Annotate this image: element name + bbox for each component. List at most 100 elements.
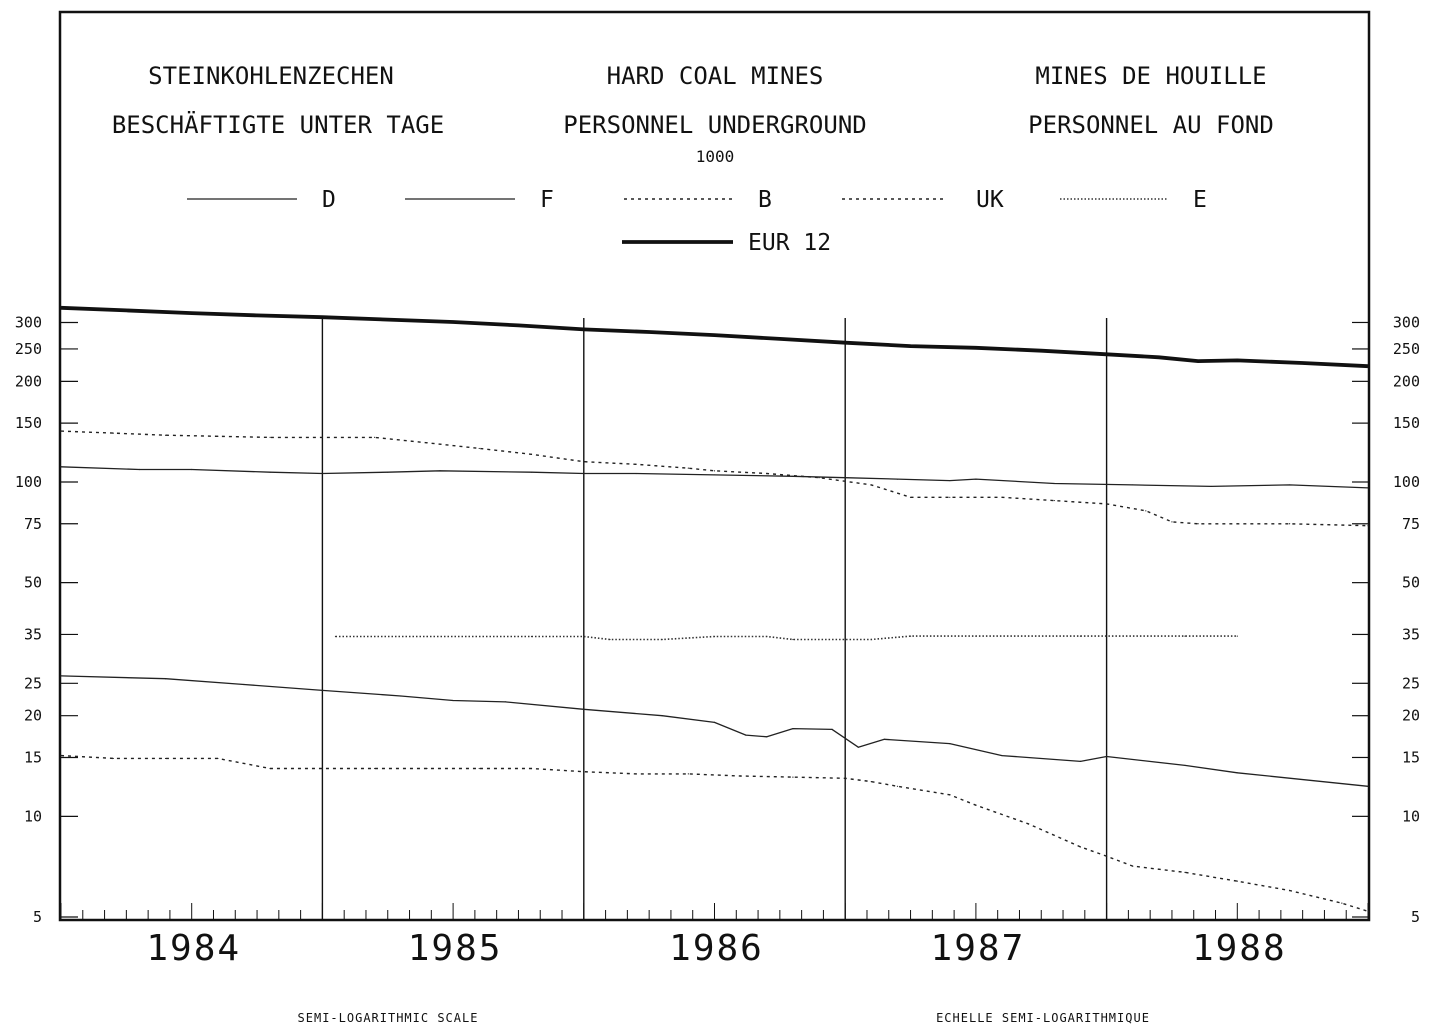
data-point-f (1184, 764, 1186, 767)
legend-label-eur-12: EUR 12 (748, 230, 831, 256)
data-point-eur-12 (517, 324, 520, 327)
data-point-b (687, 773, 689, 775)
title-en-line2: PERSONNEL UNDERGROUND (563, 111, 866, 139)
data-point-f (857, 746, 859, 748)
data-point-uk (530, 453, 533, 455)
data-point-uk (164, 434, 167, 436)
data-point-uk (766, 472, 768, 475)
data-point-eur-12 (1106, 353, 1108, 355)
data-point-eur-12 (1367, 365, 1369, 367)
data-point-b (164, 757, 167, 760)
series-eur-12 (60, 305, 1369, 369)
legend-label-e: E (1193, 187, 1207, 213)
data-point-b (1106, 855, 1108, 857)
y-tick-label-right-25: 25 (1402, 674, 1420, 692)
data-point-uk (1197, 523, 1199, 525)
data-point-uk (1236, 523, 1238, 525)
data-point-b (374, 767, 376, 770)
data-point-b (530, 767, 533, 770)
data-point-f (452, 699, 454, 702)
y-tick-label-left-15: 15 (24, 748, 42, 766)
y-tick-label-left-35: 35 (24, 625, 42, 643)
data-point-b (740, 775, 742, 777)
year-label-1985: 1985 (408, 928, 503, 969)
data-point-f (949, 743, 951, 745)
data-point-eur-12 (256, 314, 258, 316)
data-point-f (1001, 754, 1003, 757)
data-point-uk (112, 432, 114, 434)
data-point-d (530, 471, 533, 473)
data-point-d (713, 474, 716, 476)
data-point-uk (687, 467, 689, 469)
series-line-f (60, 675, 1369, 787)
year-label-1988: 1988 (1192, 928, 1287, 969)
y-tick-label-left-50: 50 (24, 574, 42, 592)
data-point-b (321, 767, 323, 770)
data-point-f (745, 734, 747, 736)
data-point-d (1367, 487, 1369, 489)
data-point-d (635, 472, 637, 475)
y-tick-label-right-50: 50 (1402, 574, 1420, 592)
y-tick-label-right-35: 35 (1402, 625, 1420, 643)
data-point-b (478, 767, 480, 770)
data-point-f (1367, 785, 1369, 787)
data-point-d (439, 470, 441, 472)
data-point-uk (1288, 523, 1291, 525)
data-point-f (831, 728, 833, 730)
series-line-e (335, 635, 1238, 641)
data-point-uk (1106, 503, 1108, 505)
data-point-uk (321, 436, 323, 438)
data-point-uk (1171, 521, 1173, 523)
data-point-e (334, 635, 337, 638)
unit-label: 1000 (696, 147, 735, 166)
series-d (60, 466, 1369, 489)
title-en-line1: HARD COAL MINES (607, 62, 824, 90)
data-point-b (1288, 889, 1291, 892)
data-point-e (1079, 635, 1082, 637)
data-point-e (583, 635, 585, 638)
data-point-eur-12 (1158, 356, 1160, 358)
series-layer (60, 305, 1369, 912)
data-point-d (1053, 482, 1055, 485)
data-point-e (792, 638, 794, 641)
data-point-b (949, 794, 951, 796)
footer-left: SEMI-LOGARITHMIC SCALE (298, 1011, 479, 1025)
data-point-d (269, 471, 271, 473)
data-point-b (583, 771, 585, 773)
x-axis: 1984 1985 1986 1987 1988 (60, 903, 1369, 969)
data-point-b (635, 773, 637, 775)
y-tick-label-right-300: 300 (1393, 313, 1420, 331)
data-point-eur-12 (909, 345, 912, 347)
data-point-eur-12 (1302, 362, 1304, 364)
data-point-d (321, 472, 323, 475)
data-point-d (1210, 485, 1212, 488)
year-label-1984: 1984 (146, 928, 241, 969)
data-point-e (975, 635, 977, 637)
y-tick-label-left-25: 25 (24, 674, 42, 692)
data-point-e (870, 638, 872, 641)
y-tick-label-right-100: 100 (1393, 473, 1420, 491)
data-point-eur-12 (779, 338, 781, 340)
data-point-e (1184, 635, 1186, 637)
data-point-b (60, 754, 62, 757)
data-point-e (909, 635, 912, 637)
year-label-1987: 1987 (931, 928, 1026, 969)
data-point-f (400, 695, 402, 697)
series-line-eur-12 (60, 305, 1369, 369)
data-point-d (949, 479, 951, 482)
year-separators (321, 318, 1108, 920)
series-uk (60, 430, 1369, 527)
data-point-e (426, 635, 428, 638)
series-line-d (60, 466, 1369, 489)
data-point-uk (818, 477, 820, 479)
title-fr-line1: MINES DE HOUILLE (1035, 62, 1266, 90)
data-point-uk (374, 436, 376, 438)
title-de-line2: BESCHÄFTIGTE UNTER TAGE (112, 110, 444, 139)
data-point-eur-12 (1236, 359, 1238, 362)
y-tick-label-left-20: 20 (24, 707, 42, 725)
data-point-d (792, 475, 794, 477)
footer-right: ECHELLE SEMI-LOGARITHMIQUE (936, 1011, 1150, 1025)
y-tick-label-left-5: 5 (33, 908, 42, 926)
data-point-d (387, 471, 389, 473)
data-point-eur-12 (844, 342, 846, 344)
